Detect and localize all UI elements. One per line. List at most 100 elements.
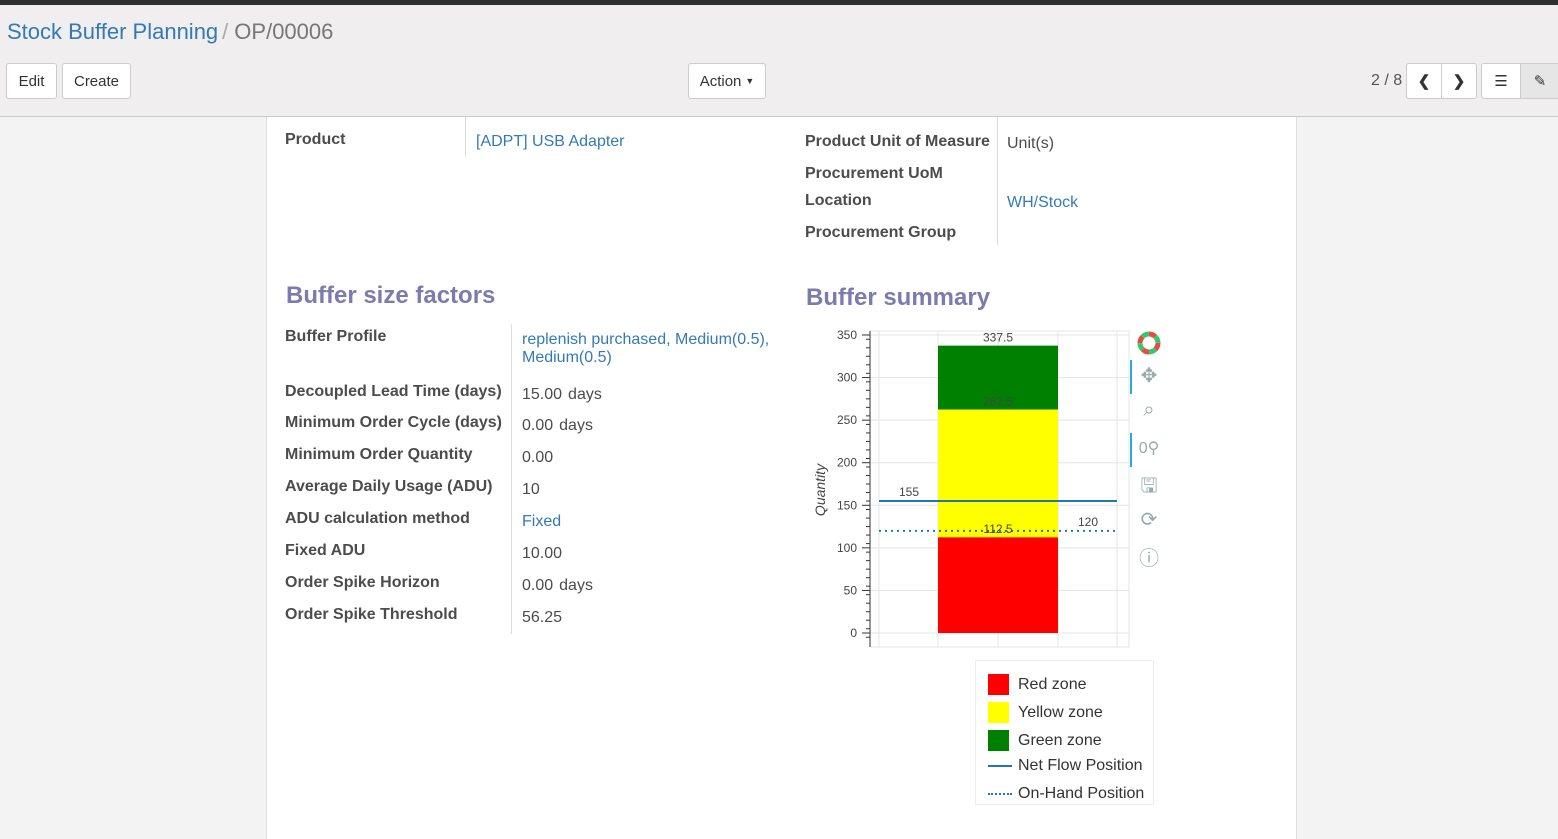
breadcrumb-parent[interactable]: Stock Buffer Planning bbox=[7, 19, 219, 44]
y-tick-label: 300 bbox=[837, 371, 857, 385]
unit-text: days bbox=[559, 417, 593, 434]
wheel-zoom-icon[interactable]: 0⚲ bbox=[1138, 440, 1160, 457]
location-link[interactable]: WH/Stock bbox=[1007, 194, 1079, 211]
line-label: 120 bbox=[1078, 515, 1098, 529]
y-tick-label: 200 bbox=[837, 456, 857, 470]
factor-value: 10 bbox=[522, 481, 540, 499]
y-tick-label: 0 bbox=[850, 626, 857, 640]
factor-label: Fixed ADU bbox=[285, 542, 366, 559]
y-tick-label: 150 bbox=[837, 498, 857, 512]
edit-button[interactable]: Edit bbox=[6, 63, 57, 99]
product-label: Product bbox=[285, 131, 346, 148]
action-button[interactable]: Action ▼ bbox=[688, 63, 766, 99]
active-tool-indicator bbox=[1130, 360, 1132, 394]
divider bbox=[997, 117, 998, 245]
product-link[interactable]: [ADPT] USB Adapter bbox=[476, 133, 625, 150]
edit-icon: ✎ bbox=[1533, 73, 1547, 90]
control-panel bbox=[0, 5, 1558, 117]
y-tick-label: 350 bbox=[837, 328, 857, 342]
top-bar bbox=[0, 0, 1558, 5]
factor-label: Minimum Order Cycle (days) bbox=[285, 414, 502, 431]
legend-label: Green zone bbox=[1018, 731, 1102, 749]
divider bbox=[511, 324, 512, 634]
procurement-uom-label: Procurement UoM bbox=[805, 165, 943, 182]
next-record-button[interactable]: ❯ bbox=[1441, 63, 1477, 99]
factor-value[interactable]: Fixed bbox=[522, 513, 561, 531]
divider bbox=[465, 117, 466, 157]
legend-label: Net Flow Position bbox=[1018, 757, 1143, 774]
y-tick-label: 100 bbox=[837, 541, 857, 555]
legend-label: Yellow zone bbox=[1018, 703, 1103, 721]
factor-label: Decoupled Lead Time (days) bbox=[285, 383, 502, 400]
active-tool-indicator bbox=[1130, 433, 1132, 467]
bar-segment bbox=[938, 537, 1058, 633]
chevron-right-icon: ❯ bbox=[1452, 73, 1466, 90]
unit-text: days bbox=[568, 386, 602, 403]
value-text: replenish purchased, Medium(0.5), bbox=[522, 331, 770, 348]
buffer-size-factors-title: Buffer size factors bbox=[286, 282, 496, 309]
line-label: 155 bbox=[899, 485, 919, 499]
factor-label: Order Spike Horizon bbox=[285, 574, 440, 591]
bar-label: 112.5 bbox=[983, 522, 1012, 536]
factor-label: Order Spike Threshold bbox=[285, 606, 458, 623]
breadcrumb-current: OP/00006 bbox=[234, 19, 334, 44]
y-tick-label: 250 bbox=[837, 413, 857, 427]
factor-label: Minimum Order Quantity bbox=[285, 446, 473, 463]
factor-value: 56.25 bbox=[522, 609, 562, 627]
factor-value: 10.00 bbox=[522, 545, 562, 563]
factor-label: ADU calculation method bbox=[285, 510, 470, 527]
factor-value: 15.00 days bbox=[522, 386, 602, 404]
factor-value[interactable]: replenish purchased, Medium(0.5), Medium(… bbox=[522, 331, 769, 367]
breadcrumb: Stock Buffer Planning / OP/00006 bbox=[7, 19, 333, 45]
uom-value: Unit(s) bbox=[1007, 135, 1055, 152]
list-icon: ☰ bbox=[1494, 73, 1508, 90]
help-icon[interactable]: ⓘ bbox=[1139, 548, 1159, 570]
value-text: 0.00 bbox=[522, 417, 554, 434]
value-text: 56.25 bbox=[522, 609, 563, 626]
unit-text: days bbox=[559, 577, 593, 594]
legend-label: On-Hand Position bbox=[1018, 785, 1145, 802]
value-text: 10.00 bbox=[522, 545, 563, 562]
location-label: Location bbox=[805, 192, 872, 209]
save-icon[interactable]: 🖫 bbox=[1140, 475, 1158, 497]
box-zoom-icon[interactable]: ⌕ bbox=[1143, 399, 1155, 421]
create-button[interactable]: Create bbox=[62, 63, 131, 99]
legend-label: Red zone bbox=[1018, 675, 1087, 693]
reset-icon[interactable]: ⟳ bbox=[1140, 509, 1158, 531]
buffer-summary-title: Buffer summary bbox=[806, 284, 991, 311]
action-label: Action bbox=[699, 72, 742, 90]
bar-label: 337.5 bbox=[983, 331, 1013, 345]
factor-value: 0.00 days bbox=[522, 417, 593, 435]
pan-icon[interactable]: ✥ bbox=[1140, 365, 1158, 387]
legend-on-hand: On-Hand Position bbox=[988, 785, 1144, 803]
bar-label: 262.5 bbox=[983, 395, 1013, 409]
red-swatch bbox=[988, 674, 1009, 695]
value-text: 0.00 bbox=[522, 577, 554, 594]
value-text: 15.00 bbox=[522, 386, 563, 403]
form-view-button[interactable]: ✎ bbox=[1520, 63, 1558, 99]
bar-segment bbox=[938, 409, 1058, 538]
legend-green-zone: Green zone bbox=[988, 730, 1102, 751]
factor-value: 0.00 bbox=[522, 449, 553, 467]
y-axis-label: Quantity bbox=[812, 463, 828, 516]
value-text: Medium(0.5) bbox=[522, 349, 612, 366]
bokeh-logo-icon[interactable] bbox=[1137, 331, 1161, 355]
y-tick-label: 50 bbox=[844, 583, 858, 597]
green-swatch bbox=[988, 730, 1009, 751]
factor-label: Average Daily Usage (ADU) bbox=[285, 478, 493, 495]
yellow-swatch bbox=[988, 702, 1009, 723]
list-view-button[interactable]: ☰ bbox=[1481, 63, 1521, 99]
breadcrumb-separator: / bbox=[222, 19, 229, 44]
chart-legend: Red zone Yellow zone Green zone Net Flow… bbox=[975, 660, 1154, 805]
solid-line-swatch bbox=[988, 765, 1012, 767]
factor-label: Buffer Profile bbox=[285, 328, 387, 345]
factor-value: 0.00 days bbox=[522, 577, 593, 595]
chevron-left-icon: ❮ bbox=[1417, 73, 1431, 90]
caret-down-icon: ▼ bbox=[745, 76, 755, 86]
value-text: Fixed bbox=[522, 513, 562, 530]
value-text: 0.00 bbox=[522, 449, 554, 466]
pager-value: 2 / 8 bbox=[1371, 72, 1403, 89]
legend-net-flow: Net Flow Position bbox=[988, 757, 1143, 775]
legend-yellow-zone: Yellow zone bbox=[988, 702, 1103, 723]
procurement-group-label: Procurement Group bbox=[805, 224, 957, 241]
